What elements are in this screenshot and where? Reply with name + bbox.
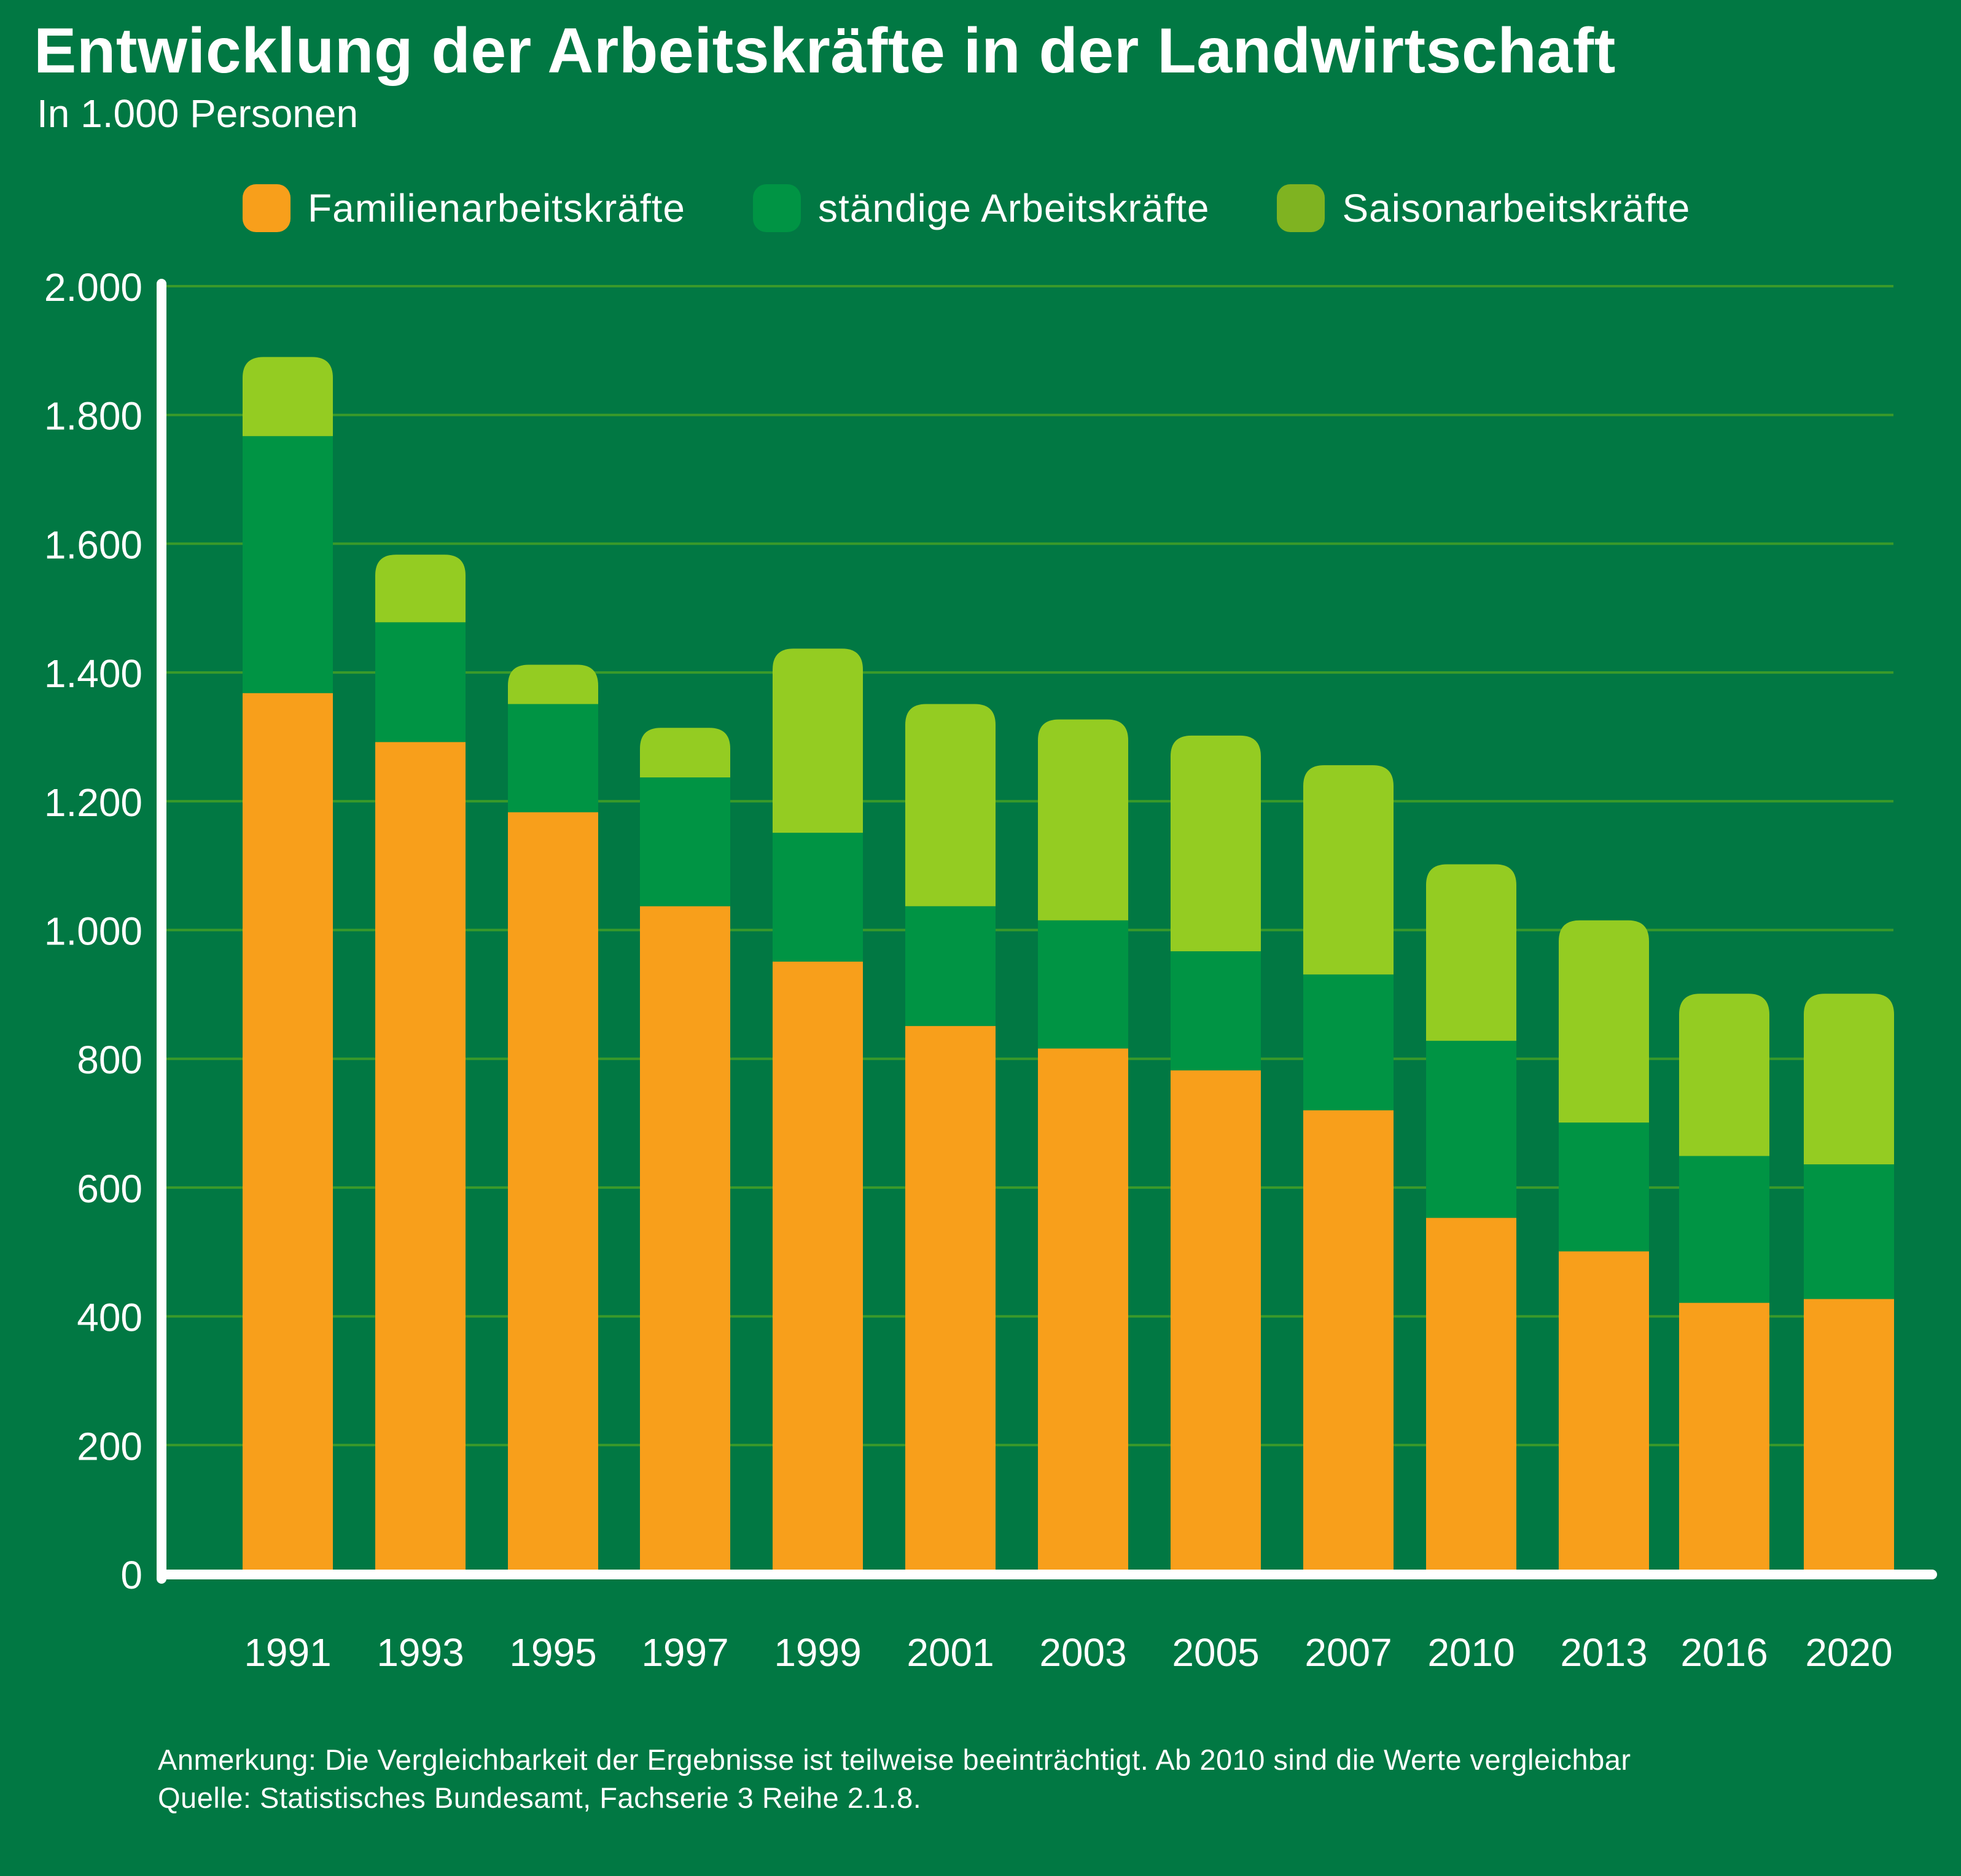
bar-segment-saisonarbeitskraefte <box>905 704 996 906</box>
x-tick-label: 1995 <box>509 1630 596 1675</box>
bar-segment-staendige-arbeitskraefte <box>508 704 598 812</box>
y-tick-label: 2.000 <box>44 265 142 309</box>
bar-segment-saisonarbeitskraefte <box>243 357 333 437</box>
x-tick-label: 2010 <box>1427 1630 1515 1675</box>
bar-segment-saisonarbeitskraefte <box>1804 994 1894 1165</box>
bar-segment-staendige-arbeitskraefte <box>1559 1123 1649 1251</box>
x-tick-label: 2001 <box>906 1630 994 1675</box>
bar-segment-saisonarbeitskraefte <box>1559 920 1649 1123</box>
x-tick-label: 1999 <box>774 1630 861 1675</box>
bar-segment-familienarbeitskraefte <box>640 906 730 1574</box>
x-tick-label: 2013 <box>1560 1630 1647 1675</box>
bar-segment-staendige-arbeitskraefte <box>243 436 333 693</box>
bar-segment-staendige-arbeitskraefte <box>1038 920 1128 1049</box>
bar-segment-saisonarbeitskraefte <box>1426 864 1516 1041</box>
bar-segment-staendige-arbeitskraefte <box>905 906 996 1026</box>
y-tick-label: 1.200 <box>44 780 142 825</box>
bar-segment-staendige-arbeitskraefte <box>1426 1040 1516 1218</box>
bar-segment-saisonarbeitskraefte <box>1303 765 1394 975</box>
bar-segment-saisonarbeitskraefte <box>1679 994 1769 1156</box>
bar-segment-staendige-arbeitskraefte <box>1804 1164 1894 1299</box>
x-tick-label: 1991 <box>244 1630 331 1675</box>
y-tick-label: 1.400 <box>44 652 142 696</box>
bar-segment-staendige-arbeitskraefte <box>1679 1156 1769 1303</box>
bar-segment-familienarbeitskraefte <box>1559 1251 1649 1574</box>
bar-segment-saisonarbeitskraefte <box>375 555 466 623</box>
bar-segment-saisonarbeitskraefte <box>1171 735 1261 952</box>
chart-title: Entwicklung der Arbeitskräfte in der Lan… <box>34 15 1616 87</box>
bar-segment-familienarbeitskraefte <box>1426 1218 1516 1574</box>
legend-swatch-staendige-arbeitskraefte <box>753 184 801 232</box>
y-tick-label: 200 <box>77 1424 142 1468</box>
y-tick-label: 0 <box>120 1553 142 1597</box>
bar-segment-saisonarbeitskraefte <box>508 664 598 704</box>
legend-label: Saisonarbeitskräfte <box>1342 186 1691 230</box>
legend-swatch-saisonarbeitskraefte <box>1277 184 1325 232</box>
bar-segment-staendige-arbeitskraefte <box>375 622 466 742</box>
bar-segment-familienarbeitskraefte <box>1171 1070 1261 1574</box>
chart-subtitle: In 1.000 Personen <box>37 91 359 136</box>
legend-swatch-familienarbeitskraefte <box>243 184 290 232</box>
legend: Familienarbeitskräfte ständige Arbeitskr… <box>243 184 1758 232</box>
bar-segment-staendige-arbeitskraefte <box>640 777 730 906</box>
y-tick-label: 1.000 <box>44 909 142 954</box>
footnote-source: Quelle: Statistisches Bundesamt, Fachser… <box>158 1781 922 1814</box>
bar-segment-staendige-arbeitskraefte <box>1303 974 1394 1111</box>
x-tick-label: 2016 <box>1680 1630 1768 1675</box>
bar-segment-saisonarbeitskraefte <box>773 648 863 833</box>
bar-segment-familienarbeitskraefte <box>1303 1110 1394 1574</box>
y-tick-label: 600 <box>77 1167 142 1211</box>
bar-segment-familienarbeitskraefte <box>773 961 863 1574</box>
y-tick-label: 800 <box>77 1038 142 1082</box>
bar-segment-staendige-arbeitskraefte <box>1171 951 1261 1071</box>
x-tick-label: 1997 <box>641 1630 728 1675</box>
x-tick-label: 2003 <box>1039 1630 1126 1675</box>
bar-segment-familienarbeitskraefte <box>508 812 598 1574</box>
bar-segment-saisonarbeitskraefte <box>640 728 730 778</box>
bar-segment-familienarbeitskraefte <box>1679 1302 1769 1574</box>
legend-label: ständige Arbeitskräfte <box>818 186 1210 230</box>
legend-item-familienarbeitskraefte: Familienarbeitskräfte <box>243 184 685 232</box>
bar-segment-familienarbeitskraefte <box>1038 1048 1128 1574</box>
bar-segment-familienarbeitskraefte <box>375 742 466 1574</box>
legend-item-saisonarbeitskraefte: Saisonarbeitskräfte <box>1277 184 1690 232</box>
bar-segment-saisonarbeitskraefte <box>1038 719 1128 920</box>
y-tick-label: 400 <box>77 1296 142 1340</box>
y-tick-label: 1.800 <box>44 394 142 438</box>
bar-segment-familienarbeitskraefte <box>905 1026 996 1574</box>
footnote-note: Anmerkung: Die Vergleichbarkeit der Erge… <box>158 1743 1631 1776</box>
y-tick-label: 1.600 <box>44 523 142 567</box>
legend-item-staendige-arbeitskraefte: ständige Arbeitskräfte <box>753 184 1209 232</box>
legend-label: Familienarbeitskräfte <box>308 186 685 230</box>
bar-segment-familienarbeitskraefte <box>243 693 333 1574</box>
x-tick-label: 2020 <box>1805 1630 1892 1675</box>
x-tick-label: 2007 <box>1304 1630 1392 1675</box>
bar-segment-familienarbeitskraefte <box>1804 1299 1894 1574</box>
x-tick-label: 1993 <box>376 1630 464 1675</box>
bar-segment-staendige-arbeitskraefte <box>773 833 863 962</box>
x-tick-label: 2005 <box>1172 1630 1259 1675</box>
